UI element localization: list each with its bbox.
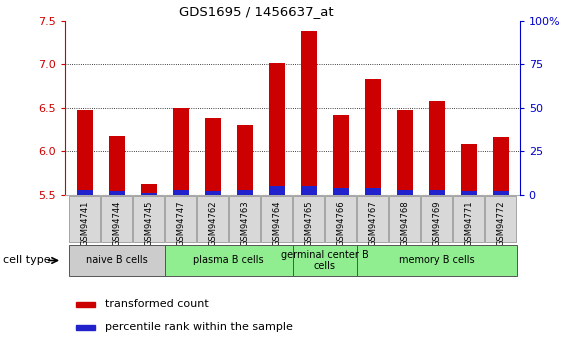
Bar bbox=[173, 108, 189, 195]
Text: GSM94768: GSM94768 bbox=[400, 201, 409, 246]
FancyBboxPatch shape bbox=[357, 196, 388, 242]
FancyBboxPatch shape bbox=[293, 196, 324, 242]
Title: GDS1695 / 1456637_at: GDS1695 / 1456637_at bbox=[179, 5, 333, 18]
Bar bbox=[77, 110, 93, 195]
Bar bbox=[461, 191, 477, 195]
Bar bbox=[396, 190, 412, 195]
Text: GSM94745: GSM94745 bbox=[144, 201, 153, 246]
Text: GSM94772: GSM94772 bbox=[496, 201, 505, 246]
FancyBboxPatch shape bbox=[165, 245, 293, 276]
Text: naive B cells: naive B cells bbox=[86, 256, 147, 265]
FancyBboxPatch shape bbox=[357, 245, 516, 276]
Bar bbox=[204, 191, 220, 195]
FancyBboxPatch shape bbox=[197, 196, 228, 242]
Bar bbox=[300, 31, 316, 195]
Bar bbox=[77, 190, 93, 195]
Text: GSM94763: GSM94763 bbox=[240, 201, 249, 246]
Bar bbox=[269, 62, 285, 195]
Text: transformed count: transformed count bbox=[105, 299, 209, 309]
Bar bbox=[332, 115, 349, 195]
Bar bbox=[108, 136, 124, 195]
FancyBboxPatch shape bbox=[453, 196, 484, 242]
FancyBboxPatch shape bbox=[69, 196, 100, 242]
Bar bbox=[492, 191, 508, 195]
Bar bbox=[236, 125, 253, 195]
Text: GSM94765: GSM94765 bbox=[304, 201, 313, 246]
Text: plasma B cells: plasma B cells bbox=[193, 256, 264, 265]
Bar bbox=[108, 191, 124, 195]
FancyBboxPatch shape bbox=[165, 196, 196, 242]
Bar bbox=[269, 186, 285, 195]
FancyBboxPatch shape bbox=[69, 245, 165, 276]
FancyBboxPatch shape bbox=[101, 196, 132, 242]
Text: percentile rank within the sample: percentile rank within the sample bbox=[105, 322, 293, 332]
FancyBboxPatch shape bbox=[485, 196, 516, 242]
Bar bbox=[300, 186, 316, 195]
Bar bbox=[140, 185, 157, 195]
Bar bbox=[428, 101, 445, 195]
Bar bbox=[396, 110, 412, 195]
FancyBboxPatch shape bbox=[421, 196, 452, 242]
FancyBboxPatch shape bbox=[325, 196, 356, 242]
FancyBboxPatch shape bbox=[229, 196, 260, 242]
Text: GSM94741: GSM94741 bbox=[80, 201, 89, 246]
Text: GSM94764: GSM94764 bbox=[272, 201, 281, 246]
Bar bbox=[461, 145, 477, 195]
Bar bbox=[236, 190, 253, 195]
Text: GSM94744: GSM94744 bbox=[112, 201, 121, 246]
Text: GSM94766: GSM94766 bbox=[336, 201, 345, 246]
Bar bbox=[76, 325, 95, 331]
Text: germinal center B
cells: germinal center B cells bbox=[281, 250, 369, 271]
Bar bbox=[204, 118, 220, 195]
Bar bbox=[365, 188, 381, 195]
FancyBboxPatch shape bbox=[133, 196, 164, 242]
Text: GSM94769: GSM94769 bbox=[432, 201, 441, 246]
Bar bbox=[173, 190, 189, 195]
Bar bbox=[76, 302, 95, 307]
Bar bbox=[365, 79, 381, 195]
FancyBboxPatch shape bbox=[389, 196, 420, 242]
Text: cell type: cell type bbox=[3, 256, 51, 265]
Text: memory B cells: memory B cells bbox=[399, 256, 474, 265]
Text: GSM94771: GSM94771 bbox=[464, 201, 473, 246]
Bar bbox=[492, 137, 508, 195]
Bar bbox=[428, 190, 445, 195]
Text: GSM94747: GSM94747 bbox=[176, 201, 185, 246]
Bar bbox=[332, 188, 349, 195]
Text: GSM94762: GSM94762 bbox=[208, 201, 217, 246]
Bar bbox=[140, 193, 157, 195]
FancyBboxPatch shape bbox=[293, 245, 357, 276]
FancyBboxPatch shape bbox=[261, 196, 292, 242]
Text: GSM94767: GSM94767 bbox=[368, 201, 377, 246]
